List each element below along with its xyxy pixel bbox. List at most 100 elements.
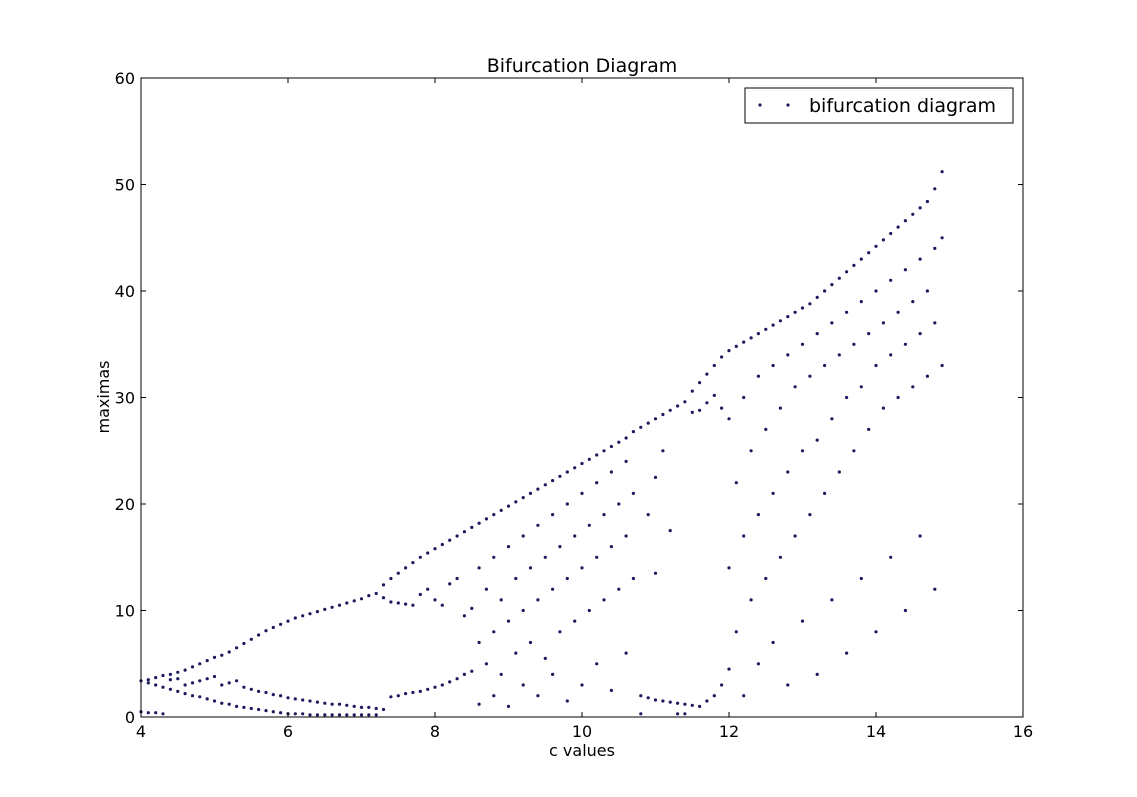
data-point: [514, 576, 518, 581]
data-point: [308, 612, 312, 616]
data-point: [558, 630, 562, 634]
data-point: [852, 342, 856, 346]
data-point: [426, 551, 430, 555]
data-point: [727, 417, 731, 421]
x-tick-label: 14: [866, 722, 886, 741]
data-point: [903, 342, 908, 346]
legend-label: bifurcation diagram: [809, 95, 996, 117]
data-point: [536, 694, 540, 698]
data-point: [609, 444, 614, 449]
data-point: [367, 594, 371, 598]
data-point: [484, 662, 488, 666]
data-point: [793, 310, 797, 314]
data-point: [617, 587, 621, 591]
x-tick-label: 16: [1013, 722, 1033, 741]
data-point: [639, 425, 643, 429]
data-point: [668, 529, 672, 533]
data-point: [749, 336, 753, 340]
data-point: [426, 587, 430, 591]
data-point: [477, 521, 481, 525]
y-tick-label: 60: [115, 69, 135, 88]
data-point: [609, 688, 614, 693]
data-point: [205, 697, 209, 701]
data-point: [506, 504, 511, 508]
legend: bifurcation diagram: [744, 87, 1014, 124]
data-point: [653, 475, 658, 479]
data-point: [940, 236, 944, 240]
data-point: [315, 713, 319, 717]
data-point: [168, 687, 172, 691]
data-point: [690, 389, 694, 393]
data-point: [521, 496, 525, 500]
data-point: [484, 517, 488, 521]
data-point: [242, 641, 246, 646]
data-point: [859, 576, 863, 581]
data-point: [698, 381, 702, 385]
data-point: [903, 268, 908, 272]
data-point: [661, 449, 665, 453]
data-point: [815, 438, 819, 442]
data-point: [705, 699, 709, 703]
data-point: [903, 608, 908, 613]
data-point: [271, 625, 275, 630]
data-point: [764, 576, 768, 581]
plot-area-frame: [140, 77, 1024, 718]
x-tick-label: 4: [136, 722, 146, 741]
data-point: [683, 400, 687, 404]
data-point: [793, 385, 797, 389]
data-point: [734, 344, 738, 348]
data-point: [374, 713, 378, 717]
data-point: [609, 545, 614, 549]
data-point: [617, 502, 621, 506]
data-point: [727, 349, 731, 353]
data-point: [661, 412, 665, 417]
data-point: [323, 607, 327, 612]
data-point: [337, 702, 342, 706]
data-point: [881, 406, 886, 410]
data-point: [889, 231, 893, 236]
data-point: [580, 566, 584, 570]
data-point: [404, 602, 408, 606]
data-point: [580, 461, 584, 466]
data-point: [352, 713, 356, 717]
data-point: [793, 534, 797, 538]
data-point: [499, 672, 503, 677]
data-point: [146, 711, 150, 715]
data-point: [235, 704, 239, 709]
x-tick-label: 10: [572, 722, 592, 741]
data-point: [756, 662, 761, 666]
legend-marker-left: [758, 103, 762, 107]
data-point: [786, 470, 790, 474]
data-point: [183, 692, 187, 696]
data-point: [235, 679, 239, 683]
data-point: [470, 669, 474, 673]
y-tick-label: 10: [115, 602, 135, 621]
data-point: [852, 449, 856, 453]
data-point: [470, 606, 474, 611]
data-point: [514, 500, 518, 504]
data-point: [911, 385, 915, 389]
data-point: [933, 321, 937, 325]
data-point: [198, 695, 202, 699]
data-point: [389, 600, 393, 604]
data-point: [734, 481, 738, 485]
data-point: [212, 699, 217, 703]
data-point: [528, 491, 533, 495]
data-point: [786, 315, 790, 319]
data-point: [698, 704, 702, 709]
data-point: [264, 629, 268, 633]
data-point: [242, 705, 246, 710]
data-point: [536, 487, 540, 491]
data-point: [146, 678, 150, 682]
data-point: [190, 665, 195, 669]
data-point: [315, 700, 319, 704]
data-point: [448, 582, 452, 586]
data-point: [778, 406, 783, 410]
data-point: [161, 712, 165, 716]
data-point: [808, 302, 812, 306]
data-point: [624, 436, 628, 440]
data-point: [764, 427, 768, 431]
data-point: [808, 513, 812, 517]
data-point: [440, 603, 444, 607]
data-point: [933, 246, 937, 250]
